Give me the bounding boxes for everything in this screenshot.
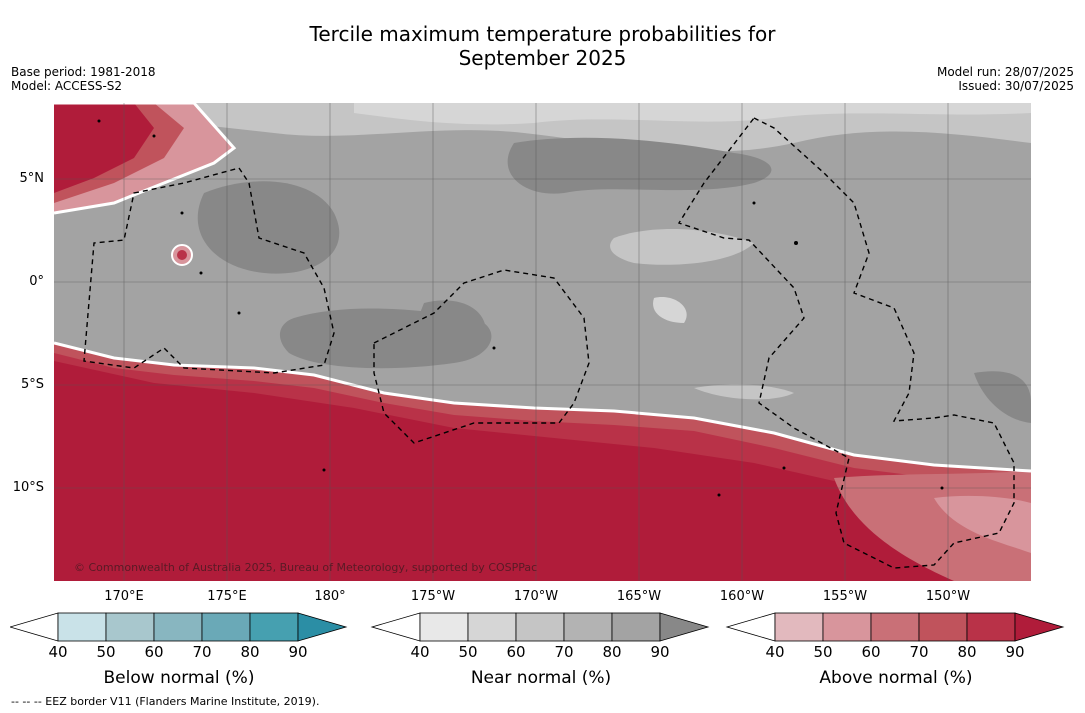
base-period: Base period: 1981-2018 bbox=[11, 65, 156, 79]
title-line-1: Tercile maximum temperature probabilitie… bbox=[309, 22, 776, 46]
colorbar-segment bbox=[774, 612, 824, 642]
colorbar-extend-high bbox=[297, 612, 348, 642]
islands bbox=[97, 119, 944, 497]
above-normal-patch-southeast-2 bbox=[934, 495, 1031, 553]
light-grey-region-north bbox=[54, 103, 1031, 213]
model-name: Model: ACCESS-S2 bbox=[11, 79, 123, 93]
lon-label-150w: 150°W bbox=[925, 589, 971, 604]
light-grey-patch-1 bbox=[610, 228, 754, 265]
lat-label-5n: 5°N bbox=[19, 171, 45, 186]
model-run: Model run: 28/07/2025 bbox=[936, 65, 1074, 79]
lat-label-5s: 5°S bbox=[20, 377, 44, 392]
colorbar-tick-label: 40 bbox=[765, 643, 785, 661]
lon-label-175w: 175°W bbox=[410, 589, 456, 604]
colorbar-segment bbox=[467, 612, 517, 642]
colorbar-tick-label: 90 bbox=[1005, 643, 1025, 661]
colorbar-tick-label: 50 bbox=[96, 643, 116, 661]
colorbar-tick-label: 40 bbox=[48, 643, 68, 661]
colorbar-segment bbox=[57, 612, 107, 642]
colorbar-tick-label: 80 bbox=[602, 643, 622, 661]
colorbar-tick-label: 60 bbox=[506, 643, 526, 661]
issued-date: Issued: 30/07/2025 bbox=[958, 79, 1074, 93]
lon-label-165w: 165°W bbox=[616, 589, 662, 604]
colorbar-tick-label: 60 bbox=[144, 643, 164, 661]
title-line-2: September 2025 bbox=[458, 46, 627, 70]
colorbars bbox=[10, 612, 1065, 642]
dark-grey-patch-2 bbox=[197, 181, 340, 274]
colorbar-label-below-normal: Below normal (%) bbox=[103, 668, 255, 688]
colorbar-tick-label: 70 bbox=[909, 643, 929, 661]
colorbar-segment bbox=[515, 612, 565, 642]
colorbar-extend-low bbox=[370, 612, 421, 642]
eez-border-tokelau bbox=[373, 269, 590, 444]
colorbar-near-normal bbox=[370, 612, 710, 642]
dark-grey-patch-1 bbox=[507, 137, 772, 194]
colorbar-extend-high bbox=[1014, 612, 1065, 642]
lon-label-180: 180° bbox=[314, 589, 346, 604]
above-normal-region-northwest-90 bbox=[54, 103, 154, 193]
category-boundary-northwest bbox=[54, 103, 237, 215]
dark-grey-patch-4 bbox=[414, 300, 486, 351]
eez-legend-note: -- -- -- EEZ border V11 (Flanders Marine… bbox=[11, 695, 320, 708]
light-grey-patch-2 bbox=[653, 297, 687, 323]
colorbar-tick-label: 70 bbox=[554, 643, 574, 661]
lat-label-10s: 10°S bbox=[12, 480, 44, 495]
colorbar-above-normal bbox=[725, 612, 1065, 642]
colorbar-segment bbox=[611, 612, 661, 642]
colorbar-extend-low bbox=[725, 612, 776, 642]
copyright-notice: © Commonwealth of Australia 2025, Bureau… bbox=[74, 561, 537, 574]
dark-grey-patch-5 bbox=[974, 371, 1031, 423]
lat-label-0: 0° bbox=[29, 274, 44, 289]
above-normal-region-south-90 bbox=[54, 361, 1031, 581]
map-title: Tercile maximum temperature probabilitie… bbox=[0, 22, 1085, 70]
colorbar-segment bbox=[153, 612, 203, 642]
eez-border-tuvalu bbox=[83, 167, 335, 374]
colorbar-segment bbox=[419, 612, 469, 642]
colorbar-segment bbox=[201, 612, 251, 642]
colorbar-segment bbox=[870, 612, 920, 642]
lon-label-160w: 160°W bbox=[719, 589, 765, 604]
colorbar-tick-label: 90 bbox=[288, 643, 308, 661]
colorbar-tick-label: 70 bbox=[192, 643, 212, 661]
metadata-left: Base period: 1981-2018 Model: ACCESS-S2 bbox=[11, 65, 156, 93]
lighter-grey-region-north bbox=[354, 103, 1031, 125]
eez-borders bbox=[83, 117, 1015, 569]
metadata-right: Model run: 28/07/2025 Issued: 30/07/2025 bbox=[937, 65, 1074, 93]
colorbar-extend-low bbox=[10, 612, 59, 642]
lon-label-170w: 170°W bbox=[513, 589, 559, 604]
eez-border-kiribati bbox=[677, 117, 1015, 569]
colorbar-tick-label: 60 bbox=[861, 643, 881, 661]
colorbar-label-near-normal: Near normal (%) bbox=[470, 668, 612, 688]
colorbar-segment bbox=[966, 612, 1016, 642]
colorbar-below-normal bbox=[10, 612, 348, 642]
colorbar-segment bbox=[249, 612, 299, 642]
light-grey-patch-3 bbox=[694, 384, 794, 400]
above-normal-patch-island-core bbox=[177, 250, 187, 260]
probability-map: © Commonwealth of Australia 2025, Bureau… bbox=[54, 103, 1031, 581]
colorbar-tick-label: 40 bbox=[410, 643, 430, 661]
colorbar-tick-label: 90 bbox=[650, 643, 670, 661]
category-boundary-south bbox=[54, 341, 1031, 473]
lon-label-175e: 175°E bbox=[207, 589, 247, 604]
colorbar-extend-high bbox=[659, 612, 710, 642]
colorbar-tick-label: 80 bbox=[240, 643, 260, 661]
colorbar-tick-label: 80 bbox=[957, 643, 977, 661]
lon-label-170e: 170°E bbox=[104, 589, 144, 604]
colorbar-tick-label: 50 bbox=[458, 643, 478, 661]
colorbar-segment bbox=[918, 612, 968, 642]
colorbar-label-above-normal: Above normal (%) bbox=[819, 668, 973, 688]
colorbar-tick-label: 50 bbox=[813, 643, 833, 661]
colorbar-segment bbox=[563, 612, 613, 642]
lon-label-155w: 155°W bbox=[822, 589, 868, 604]
colorbar-segment bbox=[822, 612, 872, 642]
graticule bbox=[54, 103, 1031, 581]
colorbar-segment bbox=[105, 612, 155, 642]
